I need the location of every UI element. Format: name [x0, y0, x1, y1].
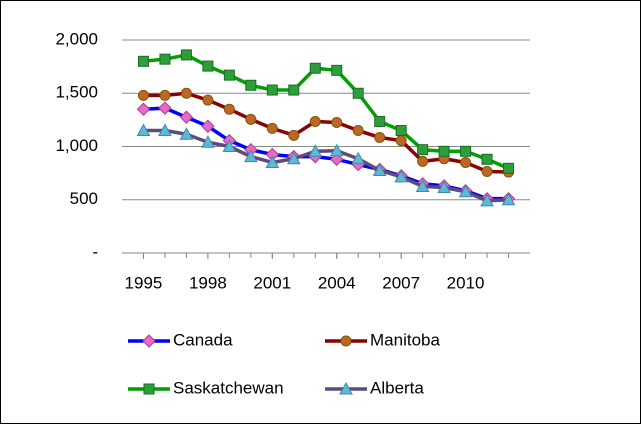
marker — [143, 383, 155, 395]
marker — [501, 192, 516, 206]
marker — [481, 166, 493, 178]
y-tick-label: 2,000 — [55, 29, 98, 48]
legend-label: Canada — [173, 330, 233, 349]
marker — [417, 144, 429, 156]
marker — [158, 123, 172, 137]
marker — [481, 153, 493, 165]
marker — [415, 179, 430, 192]
marker — [137, 89, 149, 101]
x-tick-label: 2004 — [318, 273, 356, 292]
marker — [308, 144, 323, 157]
marker — [202, 94, 214, 106]
marker — [438, 145, 450, 157]
marker — [331, 117, 343, 129]
marker — [339, 381, 353, 395]
marker — [142, 334, 156, 348]
marker — [180, 87, 192, 99]
marker — [372, 163, 387, 176]
marker — [245, 113, 257, 125]
marker — [458, 184, 473, 198]
marker — [158, 101, 172, 115]
marker — [243, 149, 258, 163]
x-tick-label: 2007 — [382, 273, 420, 292]
x-tick-label: 1998 — [189, 273, 227, 292]
marker — [309, 62, 321, 74]
marker — [266, 84, 278, 96]
marker — [503, 162, 515, 174]
legend-label: Saskatchewan — [173, 378, 284, 397]
marker — [137, 55, 149, 67]
marker — [374, 115, 386, 127]
marker — [159, 53, 171, 65]
marker — [480, 193, 494, 207]
marker — [394, 169, 409, 183]
legend-label: Manitoba — [370, 330, 440, 349]
x-tick-label: 2001 — [253, 273, 291, 292]
marker — [245, 79, 257, 91]
marker — [288, 129, 300, 141]
marker — [352, 87, 364, 99]
marker — [202, 60, 214, 72]
legend-label: Alberta — [370, 378, 424, 397]
marker — [460, 156, 472, 168]
marker — [179, 110, 194, 124]
marker — [417, 155, 429, 167]
marker — [223, 69, 235, 81]
y-tick-label: 1,000 — [55, 136, 98, 155]
marker — [136, 102, 151, 116]
marker — [460, 145, 472, 157]
y-tick-label: - — [92, 242, 98, 261]
marker — [286, 151, 301, 165]
marker — [201, 135, 215, 148]
marker — [309, 115, 321, 127]
marker — [351, 151, 366, 165]
marker — [437, 180, 451, 194]
x-tick-label: 2010 — [447, 273, 485, 292]
marker — [266, 122, 278, 134]
marker — [136, 123, 151, 137]
y-tick-label: 500 — [70, 189, 98, 208]
marker — [180, 49, 192, 61]
marker — [201, 119, 215, 133]
marker — [223, 103, 235, 115]
marker — [331, 64, 343, 76]
y-tick-label: 1,500 — [55, 83, 98, 102]
marker — [395, 125, 407, 137]
marker — [288, 84, 300, 96]
marker — [179, 127, 194, 140]
marker — [340, 335, 352, 347]
marker — [374, 131, 386, 143]
marker — [159, 89, 171, 101]
marker — [329, 143, 344, 157]
marker — [352, 125, 364, 137]
x-tick-label: 1995 — [125, 273, 163, 292]
marker — [222, 139, 237, 152]
marker — [395, 135, 407, 147]
marker — [265, 155, 280, 168]
marker — [330, 152, 344, 166]
